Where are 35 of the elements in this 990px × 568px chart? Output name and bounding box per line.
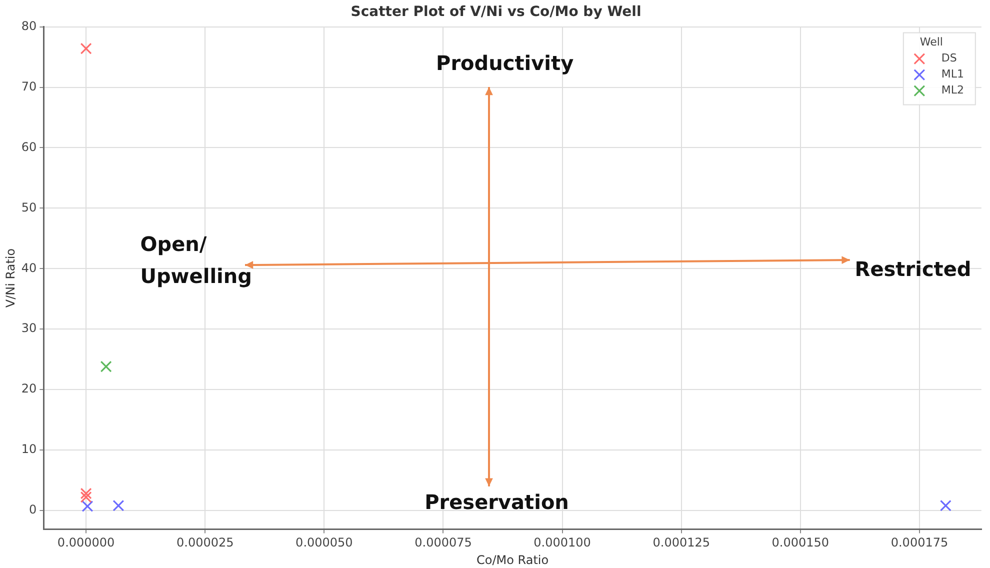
y-tick-label: 10 [21, 442, 37, 456]
y-tick-label: 40 [21, 260, 37, 275]
x-tick-label: 0.000050 [296, 536, 353, 550]
legend-label: ML1 [941, 68, 964, 81]
x-tick-label: 0.000000 [57, 536, 115, 550]
point [80, 491, 92, 503]
y-tick-label: 50 [21, 200, 37, 214]
annotation: Restricted [854, 256, 972, 283]
legend-label: DS [941, 52, 957, 65]
x-tick-label: 0.000125 [652, 536, 710, 550]
point [80, 488, 92, 500]
point [940, 500, 952, 512]
chart-title: Scatter Plot of V/Ni vs Co/Mo by Well [350, 4, 642, 20]
point [80, 42, 92, 54]
annotation: Open/ Upwelling [140, 230, 252, 290]
y-axis-title: V/Ni Ratio [3, 248, 18, 308]
y-tick-label: 20 [21, 382, 37, 396]
y-tick-label: 0 [29, 502, 37, 517]
y-tick-label: 80 [21, 18, 37, 33]
x-tick-label: 0.000025 [176, 536, 234, 550]
point [100, 360, 112, 372]
y-tick-label: 30 [21, 321, 37, 336]
x-axis-title: Co/Mo Ratio [476, 552, 549, 567]
y-tick-label: 70 [21, 79, 37, 94]
point [112, 500, 124, 512]
x-tick-label: 0.000100 [534, 536, 591, 550]
annotation: Productivity [436, 50, 574, 77]
annotation: Preservation [424, 489, 569, 516]
y-tick-label: 60 [21, 140, 37, 154]
point [82, 500, 94, 512]
x-tick-label: 0.000150 [772, 536, 830, 550]
x-tick-label: 0.000075 [414, 536, 472, 550]
legend-label: ML2 [941, 84, 964, 97]
legend-title: Well [920, 36, 943, 49]
x-tick-label: 0.000175 [890, 536, 948, 550]
